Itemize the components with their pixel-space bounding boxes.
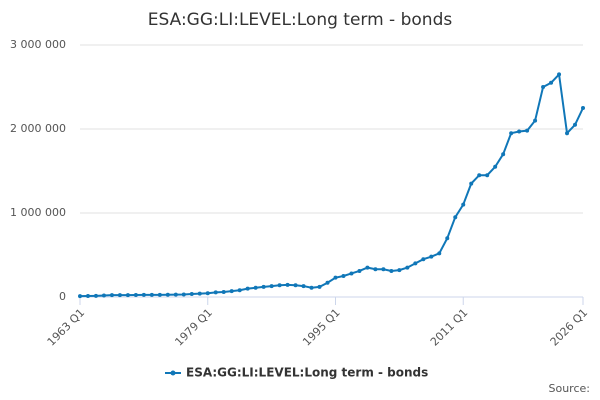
data-point: [285, 282, 290, 287]
data-point: [189, 292, 194, 297]
data-point: [477, 173, 482, 178]
data-point: [261, 284, 266, 289]
data-point: [117, 293, 122, 298]
x-tick-label: 1995 Q1: [300, 306, 343, 349]
y-tick-label: 2 000 000: [10, 122, 66, 135]
data-point: [349, 271, 354, 276]
data-point: [485, 173, 490, 178]
x-tick-label: 2026 Q1: [548, 306, 591, 349]
data-point: [125, 293, 130, 298]
data-point: [253, 285, 258, 290]
data-point: [197, 291, 202, 296]
data-point: [213, 290, 218, 295]
legend-label: ESA:GG:LI:LEVEL:Long term - bonds: [186, 366, 428, 380]
data-point: [365, 265, 370, 270]
data-point: [245, 286, 250, 291]
legend-marker: [170, 370, 176, 376]
data-point: [413, 261, 418, 266]
data-point: [573, 122, 578, 127]
data-point: [357, 268, 362, 273]
data-point: [421, 257, 426, 262]
data-point: [429, 254, 434, 259]
data-point: [149, 292, 154, 297]
chart-title: ESA:GG:LI:LEVEL:Long term - bonds: [148, 10, 453, 30]
data-point: [461, 202, 466, 207]
data-point: [581, 106, 585, 110]
data-point: [165, 292, 170, 297]
data-point: [293, 283, 298, 288]
data-point: [549, 80, 554, 85]
data-point: [157, 292, 162, 297]
data-point: [133, 292, 138, 297]
data-point: [333, 275, 338, 280]
data-point: [309, 285, 314, 290]
data-point: [517, 129, 522, 134]
y-tick-label: 1 000 000: [10, 206, 66, 219]
data-point: [173, 292, 178, 297]
data-point: [397, 268, 402, 273]
data-line: [79, 72, 584, 298]
data-point: [181, 292, 186, 297]
data-point: [269, 284, 274, 289]
data-point: [501, 152, 506, 157]
data-point: [229, 289, 234, 294]
y-tick-label: 0: [59, 290, 66, 303]
data-point: [237, 288, 242, 293]
data-point: [389, 268, 394, 273]
data-point: [557, 72, 562, 77]
data-point: [78, 294, 82, 299]
data-point: [373, 267, 378, 272]
data-point: [317, 284, 322, 289]
source: Source:: [549, 382, 591, 395]
data-point: [453, 215, 458, 220]
data-point: [525, 128, 530, 133]
data-point: [93, 293, 98, 298]
x-tick-label: 2011 Q1: [428, 306, 471, 349]
x-tick-label: 1979 Q1: [172, 306, 215, 349]
data-point: [541, 85, 546, 89]
data-point: [205, 291, 210, 296]
data-point: [101, 293, 106, 298]
data-point: [509, 131, 514, 136]
data-point: [437, 251, 442, 256]
x-tick-label: 1963 Q1: [45, 306, 88, 349]
data-point: [565, 131, 570, 136]
data-point: [381, 267, 386, 272]
data-point: [469, 181, 474, 186]
data-point: [109, 293, 114, 298]
data-point: [493, 164, 498, 169]
data-point: [141, 292, 146, 297]
data-point: [533, 118, 538, 123]
data-point: [405, 265, 410, 270]
data-point: [277, 283, 282, 288]
y-tick-label: 3 000 000: [10, 38, 66, 51]
data-point: [301, 284, 306, 289]
data-point: [341, 274, 346, 278]
data-point: [85, 293, 90, 298]
data-point: [445, 236, 450, 241]
data-point: [221, 289, 226, 294]
data-point: [325, 280, 330, 285]
